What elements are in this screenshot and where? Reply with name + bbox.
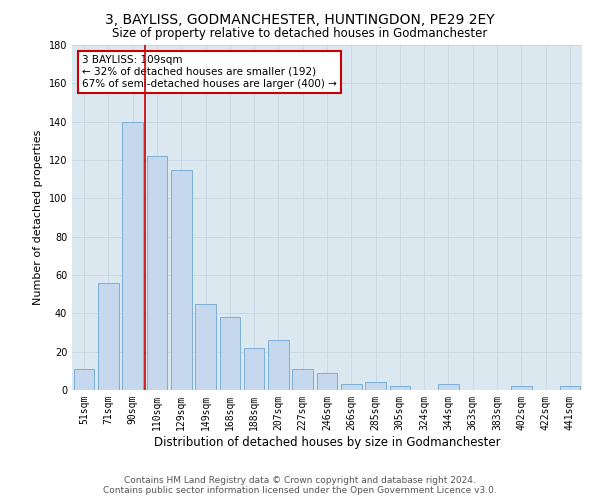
Bar (220, 317, 240, 390)
Bar (244, 348, 265, 390)
Y-axis label: Number of detached properties: Number of detached properties (33, 130, 43, 305)
Bar (438, 384, 459, 390)
X-axis label: Distribution of detached houses by size in Godmanchester: Distribution of detached houses by size … (154, 436, 500, 448)
Bar (341, 384, 362, 390)
Bar (195, 304, 216, 390)
Bar (292, 369, 313, 390)
Bar (268, 340, 289, 390)
Text: 3, BAYLISS, GODMANCHESTER, HUNTINGDON, PE29 2EY: 3, BAYLISS, GODMANCHESTER, HUNTINGDON, P… (105, 12, 495, 26)
Text: Contains HM Land Registry data © Crown copyright and database right 2024.
Contai: Contains HM Land Registry data © Crown c… (103, 476, 497, 495)
Bar (171, 170, 191, 390)
Bar (560, 386, 580, 390)
Bar (98, 282, 119, 390)
Bar (365, 382, 386, 390)
Bar (146, 156, 167, 390)
Bar (74, 369, 94, 390)
Text: 3 BAYLISS: 109sqm
← 32% of detached houses are smaller (192)
67% of semi-detache: 3 BAYLISS: 109sqm ← 32% of detached hous… (82, 56, 337, 88)
Text: Size of property relative to detached houses in Godmanchester: Size of property relative to detached ho… (112, 28, 488, 40)
Bar (511, 386, 532, 390)
Bar (317, 373, 337, 390)
Bar (389, 386, 410, 390)
Bar (122, 122, 143, 390)
